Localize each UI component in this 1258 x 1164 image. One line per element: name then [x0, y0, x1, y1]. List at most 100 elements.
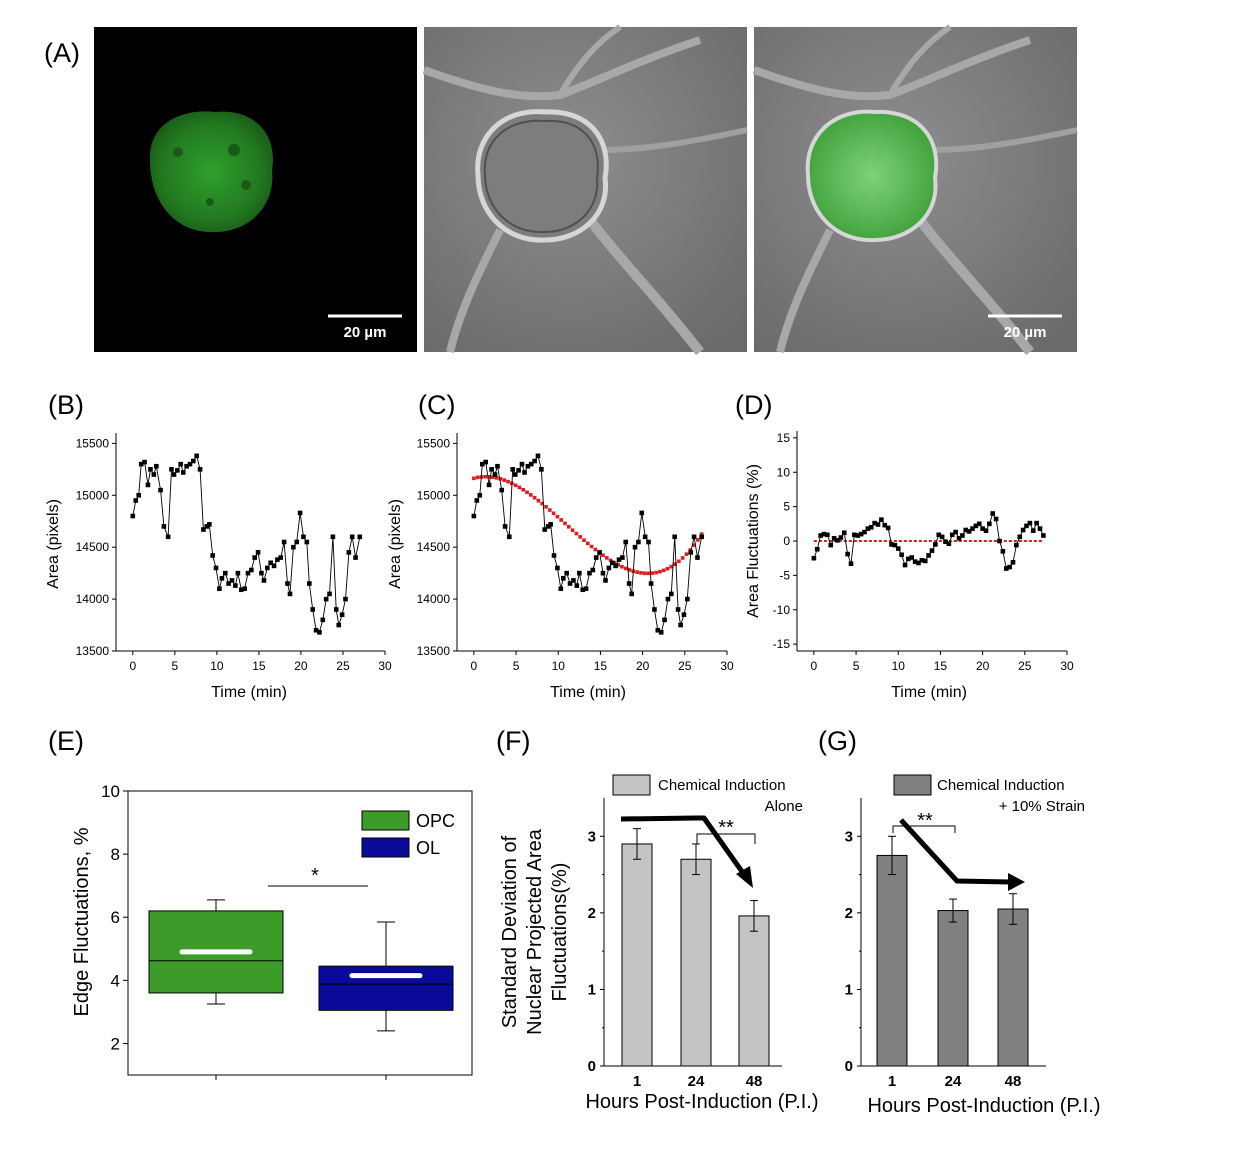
x-tick-label: 10 — [210, 659, 224, 673]
legend-swatch — [893, 774, 932, 796]
data-point — [213, 565, 219, 571]
y-axis-label: Edge Fluctuations, % — [71, 827, 93, 1016]
nucleus-shape — [149, 111, 273, 233]
fit-point — [574, 531, 579, 536]
data-point — [1041, 533, 1046, 538]
data-point — [811, 555, 817, 561]
data-point — [516, 468, 521, 473]
brightfield-cell-image — [422, 24, 748, 356]
x-tick-label: 1 — [888, 1073, 896, 1090]
data-point — [875, 522, 881, 527]
data-point — [953, 529, 958, 535]
data-point — [567, 581, 573, 586]
chart-g: Chemical Induction + 10% Strain Hours Po… — [845, 774, 1101, 1117]
data-point — [629, 591, 634, 597]
data-point — [936, 532, 942, 538]
data-point — [1010, 560, 1016, 565]
trend-arrow — [899, 818, 1011, 885]
data-point — [535, 453, 541, 459]
significance-bracket — [696, 833, 756, 844]
data-point — [233, 583, 238, 588]
fit-point — [502, 478, 507, 482]
data-point — [831, 535, 837, 541]
fit-point — [635, 570, 639, 574]
fit-point — [608, 558, 613, 563]
data-point — [499, 487, 505, 493]
panel-g-label: (G) — [818, 726, 857, 756]
fit-point — [604, 556, 609, 560]
trend-arrowhead — [736, 866, 753, 888]
x-tick-label: 30 — [1060, 659, 1074, 673]
x-tick-label: 15 — [252, 659, 266, 673]
fluorescence-nucleus-image: 20 µm — [94, 27, 417, 352]
data-point — [252, 555, 258, 560]
scale-bar-label: 20 µm — [1004, 324, 1047, 341]
x-tick-label: 0 — [811, 659, 818, 673]
data-point — [1034, 520, 1039, 526]
data-point — [906, 556, 911, 562]
y-tick-label: 5 — [783, 500, 790, 514]
y-axis-label-line2: Nuclear Projected Area — [524, 828, 546, 1035]
fit-point — [578, 535, 582, 539]
data-point — [281, 539, 287, 545]
fit-point — [684, 552, 689, 556]
data-point — [855, 533, 861, 538]
data-point — [507, 534, 512, 540]
data-point — [171, 472, 177, 477]
data-point — [616, 557, 622, 562]
fit-point — [582, 538, 586, 542]
data-point — [522, 470, 527, 475]
data-point — [892, 542, 898, 548]
bar-48 — [738, 915, 770, 1067]
data-point — [204, 524, 210, 529]
data-point — [346, 550, 352, 555]
data-point — [353, 555, 358, 560]
data-point — [636, 539, 641, 545]
data-point — [483, 459, 488, 465]
data-point — [255, 550, 261, 555]
data-point — [669, 591, 674, 597]
data-point — [510, 467, 515, 472]
fit-point — [627, 568, 632, 572]
y-tick-label: 15000 — [76, 488, 110, 502]
data-point — [814, 546, 820, 552]
data-point — [1014, 542, 1019, 548]
data-point — [268, 560, 273, 566]
data-point — [285, 581, 290, 586]
y-tick-label: 3 — [588, 828, 596, 845]
y-tick-label: 1 — [845, 981, 853, 998]
data-point — [271, 563, 277, 569]
data-point — [489, 467, 494, 472]
data-point — [933, 542, 938, 547]
plot-frame — [127, 790, 473, 1076]
data-point — [471, 513, 477, 519]
legend: Chemical Induction + 10% Strain — [893, 774, 1085, 815]
data-point — [648, 581, 654, 586]
y-tick-label: 2 — [588, 905, 596, 922]
data-point — [699, 534, 704, 540]
data-point — [178, 461, 184, 467]
data-point — [963, 527, 969, 533]
trend-arrow — [620, 815, 751, 882]
data-point — [161, 524, 167, 529]
data-point — [632, 544, 638, 550]
data-point — [343, 596, 348, 602]
data-point — [317, 630, 322, 635]
fit-point — [525, 490, 529, 495]
data-point — [980, 526, 985, 531]
fit-point — [570, 528, 575, 532]
data-point — [949, 532, 955, 538]
legend-label-line2: + 10% Strain — [999, 798, 1085, 815]
fit-point — [696, 538, 700, 542]
y-tick-label: 14000 — [417, 592, 451, 606]
fit-point — [688, 548, 693, 552]
data-point — [990, 511, 996, 516]
fit-point — [665, 566, 670, 571]
data-point — [477, 492, 483, 498]
data-point — [848, 561, 854, 566]
fit-point — [506, 479, 510, 484]
data-point — [593, 555, 599, 560]
significance-bracket — [892, 825, 956, 833]
data-point — [642, 534, 648, 540]
fit-point — [487, 474, 491, 479]
